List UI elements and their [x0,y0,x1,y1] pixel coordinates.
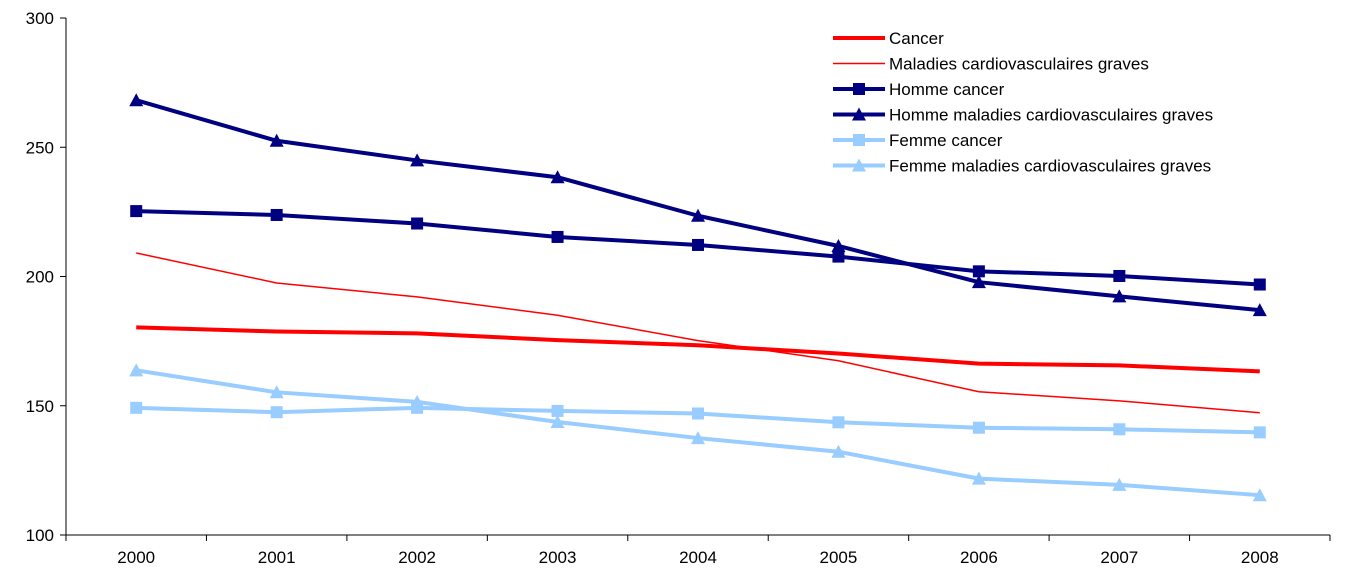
legend-item: Femme maladies cardiovasculaires graves [833,157,1211,176]
legend-item: Femme cancer [833,131,1003,150]
legend-label: Femme cancer [889,131,1003,150]
series-5 [129,363,1267,502]
legend-marker [852,107,866,121]
legend-label: Cancer [889,29,944,48]
data-point [1113,269,1126,282]
data-point [832,416,845,429]
series-1 [136,252,1260,414]
data-point [550,415,565,429]
data-point [1253,278,1266,291]
legend-item: Maladies cardiovasculaires graves [833,55,1149,74]
legend-item: Homme maladies cardiovasculaires graves [833,106,1213,125]
legend-marker [852,158,866,172]
legend-marker [853,83,865,95]
data-point [691,431,705,445]
data-point [129,93,144,107]
x-tick-label: 2001 [258,548,296,567]
y-tick-label: 100 [26,526,54,545]
legend-label: Homme maladies cardiovasculaires graves [889,106,1213,125]
axes: 100 150 200 250 300 2000 2001 2002 2003 2004 2005 2… [26,9,1331,567]
data-point [410,153,425,167]
data-point [270,406,283,419]
series-3 [129,93,1267,317]
data-point [129,363,144,377]
data-point [971,471,986,485]
data-point [410,394,425,408]
data-point [972,421,985,434]
legend-item: Cancer [833,29,944,48]
data-point [269,133,284,147]
legend-label: Femme maladies cardiovasculaires graves [889,157,1211,176]
data-point [972,265,985,278]
data-point [551,404,564,417]
y-tick-label: 300 [26,9,54,28]
data-point [270,208,283,221]
data-point [971,275,986,289]
data-point [1253,426,1266,439]
legend-label: Homme cancer [889,80,1005,99]
series-2 [130,205,1266,291]
x-tick-label: 2003 [539,548,577,567]
x-tick-label: 2008 [1241,548,1279,567]
series-line [135,98,1260,313]
y-tick-label: 150 [26,397,54,416]
data-point [831,444,846,458]
data-point [1113,423,1126,436]
y-tick-label: 200 [26,268,54,287]
data-point [1112,289,1127,303]
data-point [832,250,845,263]
x-tick-label: 2004 [679,548,717,567]
x-tick-label: 2006 [960,548,998,567]
data-point [1252,303,1267,317]
series-0 [136,325,1260,374]
data-point [130,205,143,218]
legend-item: Homme cancer [833,80,1005,99]
series-line [136,252,1260,414]
data-point [269,385,284,399]
data-point [692,238,704,251]
x-tick-label: 2000 [117,548,155,567]
data-point [692,407,704,420]
series-layer [129,93,1267,502]
data-point [130,401,143,414]
data-point [691,208,705,222]
legend-marker [853,134,865,146]
legend: Cancer Maladies cardiovasculaires graves H… [833,29,1213,176]
x-tick-label: 2002 [398,548,436,567]
data-point [831,238,846,252]
data-point [550,170,565,184]
x-tick-label: 2005 [820,548,858,567]
x-tick-label: 2007 [1100,548,1138,567]
series-4 [130,401,1266,439]
y-tick-label: 250 [26,138,54,157]
legend-label: Maladies cardiovasculaires graves [889,55,1149,74]
series-line [136,325,1260,374]
data-point [1112,477,1127,491]
data-point [411,217,424,230]
data-point [551,230,564,243]
data-point [1252,488,1267,502]
